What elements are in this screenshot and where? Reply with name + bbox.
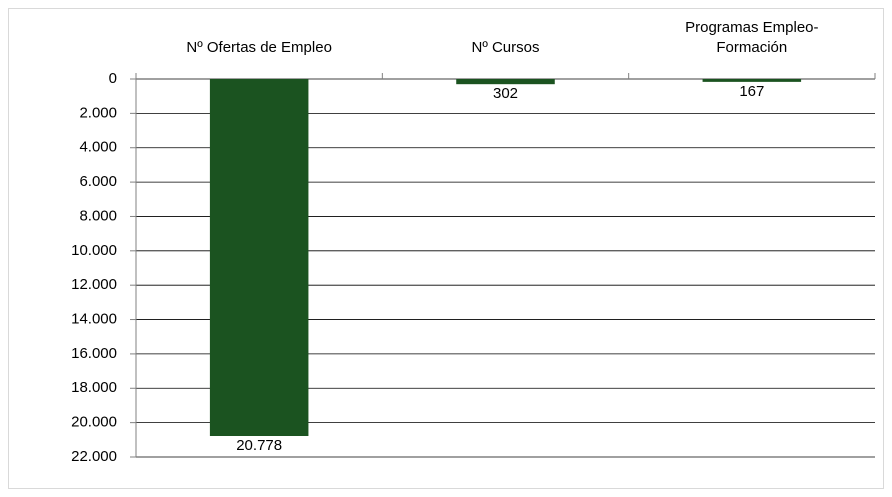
y-tick-label: 2.000 xyxy=(79,104,117,121)
y-tick-label: 8.000 xyxy=(79,207,117,224)
y-tick-label: 12.000 xyxy=(71,276,117,293)
y-tick-label: 16.000 xyxy=(71,345,117,362)
x-tick-label: Nº Cursos xyxy=(471,39,540,56)
bar xyxy=(209,79,309,437)
y-tick-label: 4.000 xyxy=(79,139,117,156)
data-label: 167 xyxy=(739,83,764,100)
data-label: 302 xyxy=(493,85,518,102)
x-tick-label: Programas Empleo-Formación xyxy=(685,19,819,56)
bar xyxy=(456,79,555,85)
y-tick-label: 0 xyxy=(109,70,117,87)
y-tick-label: 20.000 xyxy=(71,414,117,431)
bar xyxy=(702,79,802,82)
chart-frame xyxy=(8,8,884,489)
data-label: 20.778 xyxy=(236,437,282,454)
y-tick-label: 22.000 xyxy=(71,448,117,465)
y-tick-label: 18.000 xyxy=(71,379,117,396)
x-tick-label: Nº Ofertas de Empleo xyxy=(186,39,332,56)
y-tick-label: 10.000 xyxy=(71,242,117,259)
y-tick-label: 6.000 xyxy=(79,173,117,190)
y-tick-label: 14.000 xyxy=(71,311,117,328)
